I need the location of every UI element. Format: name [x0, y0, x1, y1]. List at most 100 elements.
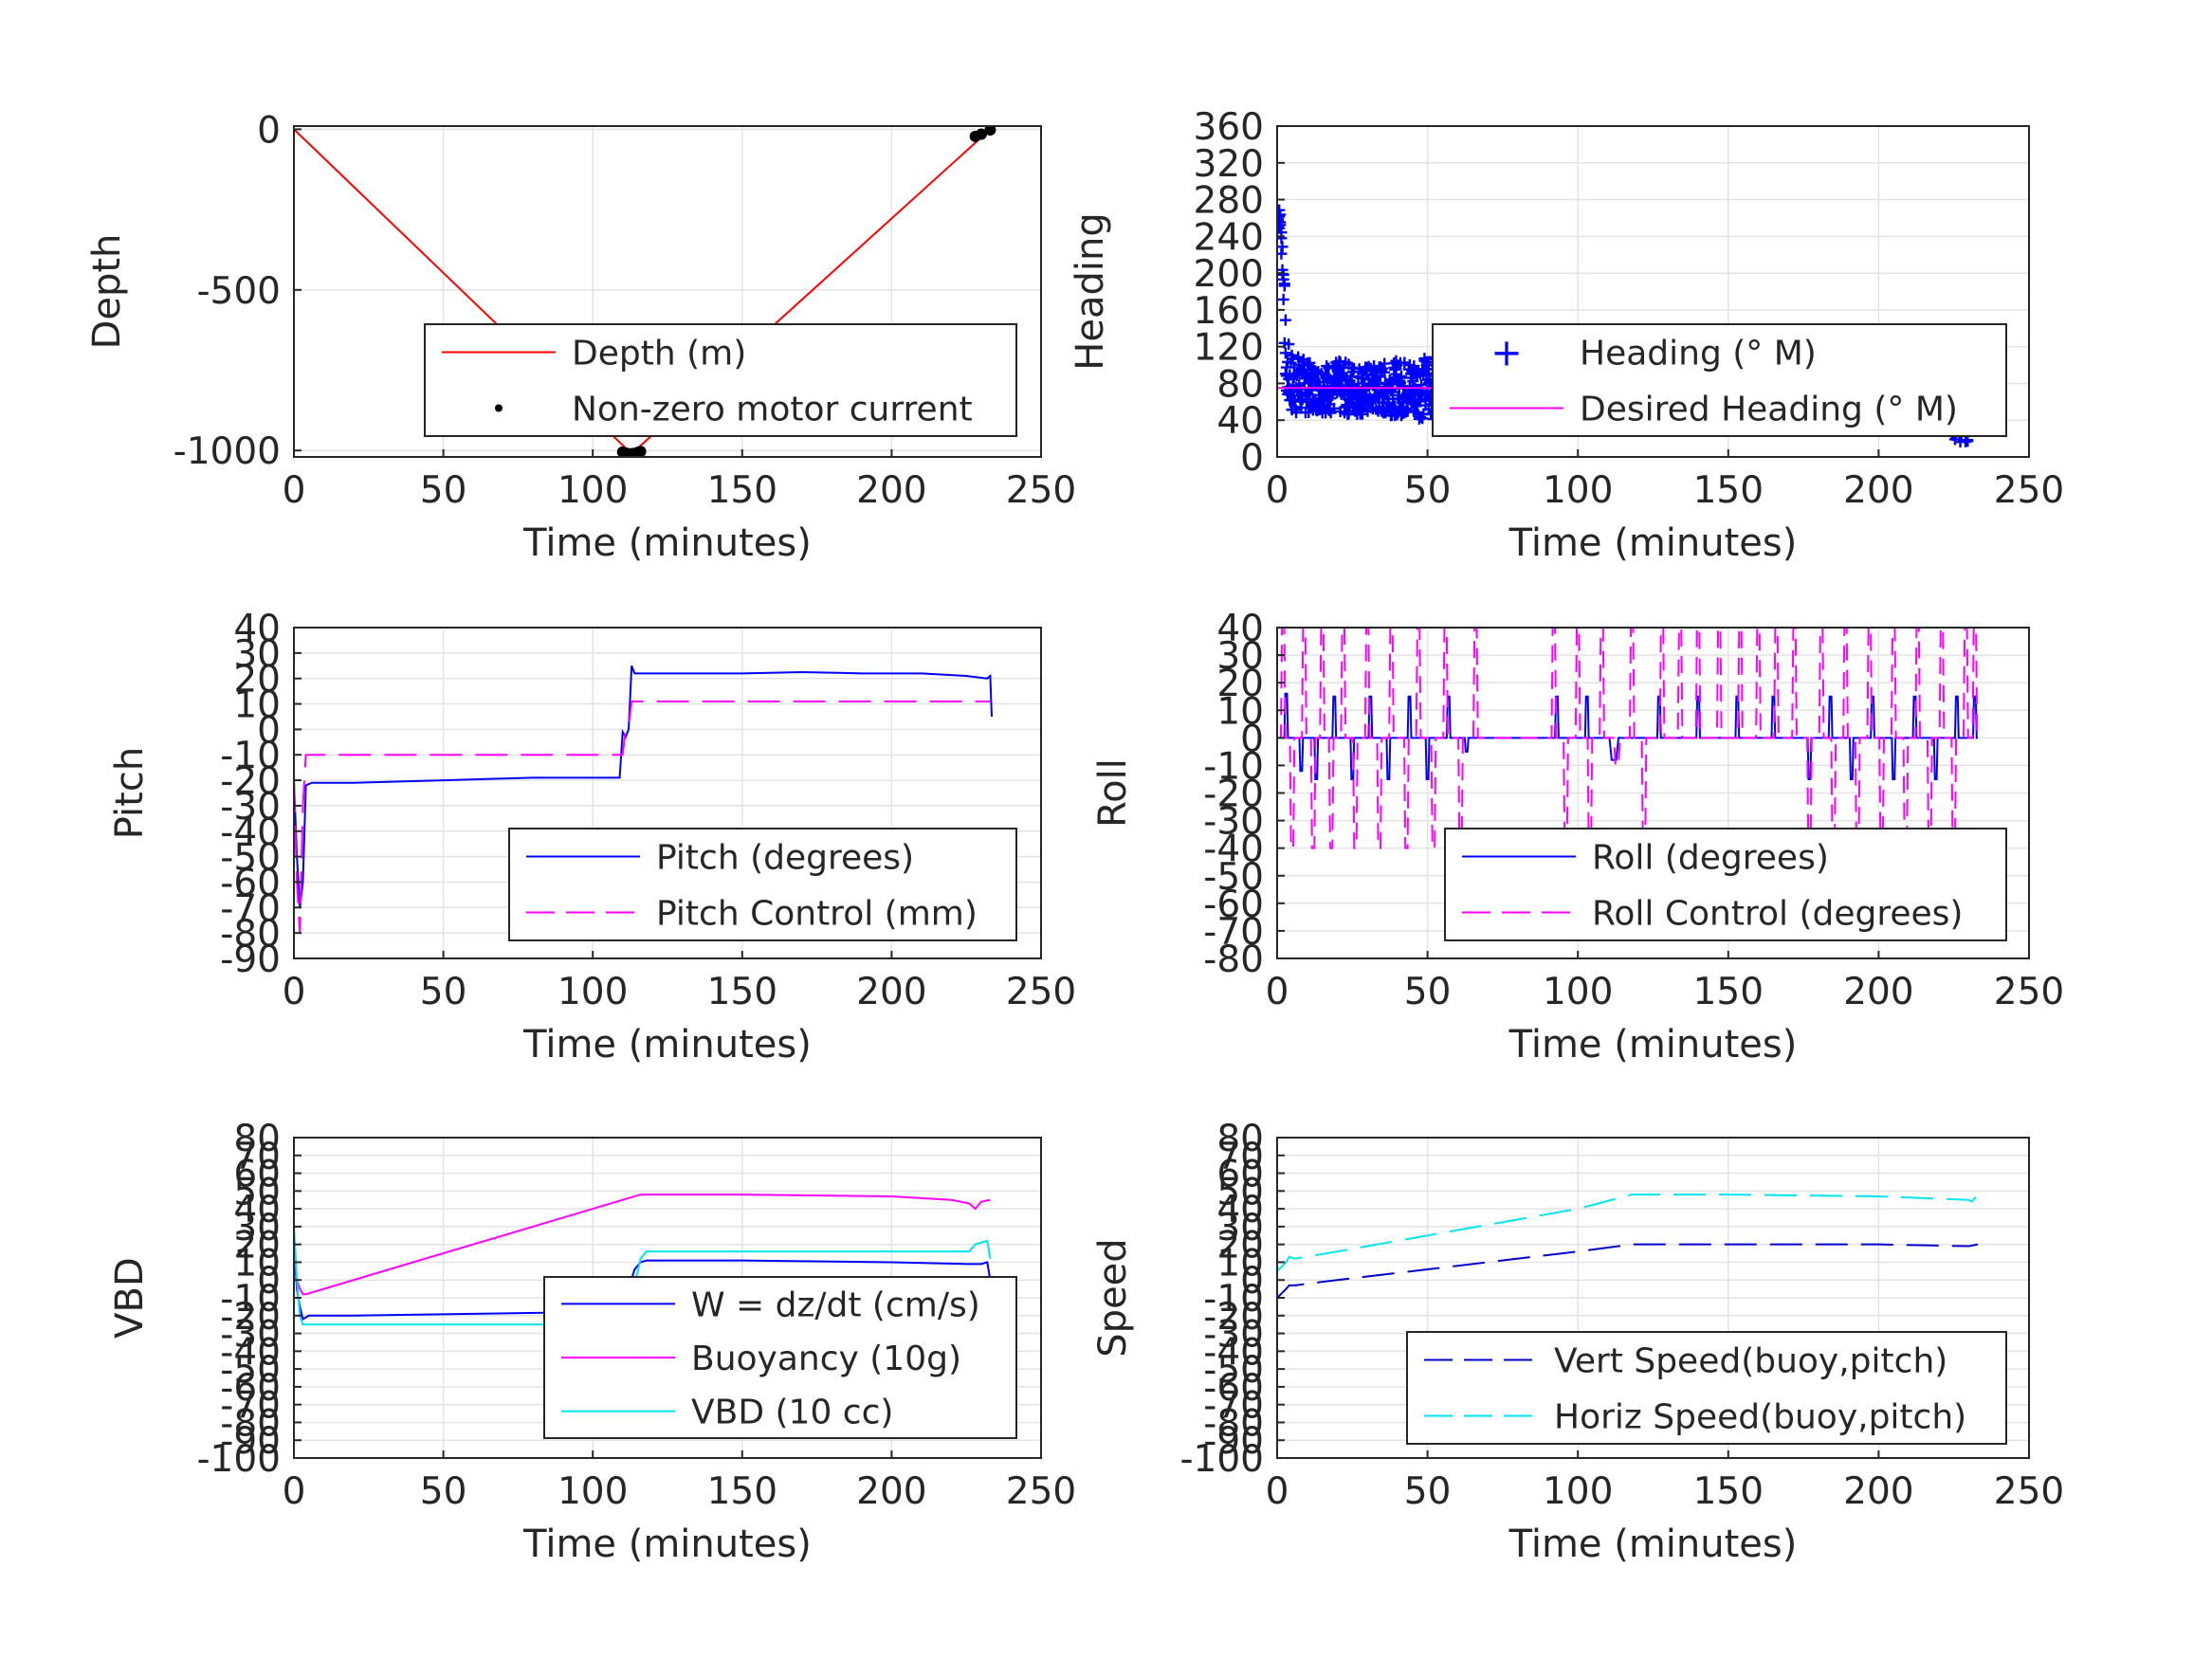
heading-xtick-label-5: 250	[1994, 469, 2064, 512]
depth-xtick-label-2: 100	[558, 469, 628, 512]
speed-legend-label-1: Horiz Speed(buoy,pitch)	[1554, 1398, 1966, 1437]
speed-axes: 0 50 100 150 200 250-100-90-80-70-60-50-40-30…	[1091, 1118, 2064, 1566]
speed-ytick-label-1: -90	[1203, 1420, 1264, 1463]
roll-xtick-label-5: 250	[1994, 971, 2064, 1013]
roll-ytick-label-2: -60	[1203, 884, 1264, 926]
vbd-ytick-label-17: 70	[233, 1136, 281, 1178]
roll-ytick-label-3: -50	[1203, 856, 1264, 899]
roll-xtick-label-3: 150	[1693, 971, 1764, 1013]
depth-legend-label-1: Non-zero motor current	[572, 391, 973, 429]
depth-xtick-label-1: 50	[420, 469, 467, 512]
pitch-ytick-label-13: 40	[233, 608, 281, 650]
pitch-ytick-label-10: 10	[233, 684, 281, 727]
heading-xtick-label-3: 150	[1693, 469, 1764, 512]
pitch-xtick-label-2: 100	[558, 971, 628, 1013]
heading-xlabel: Time (minutes)	[1508, 521, 1798, 565]
roll-ytick-label-10: 20	[1216, 663, 1264, 705]
heading-ytick-label-0: 0	[1240, 437, 1264, 480]
roll-xtick-label-1: 50	[1404, 971, 1452, 1013]
speed-xtick-label-3: 150	[1693, 1470, 1764, 1513]
vbd-ytick-label-15: 50	[233, 1171, 281, 1213]
roll-ytick-label-7: -10	[1203, 745, 1264, 788]
speed-ylabel: Speed	[1091, 1238, 1135, 1357]
speed-ytick-label-10: 0	[1240, 1260, 1264, 1303]
heading-xtick-label-1: 50	[1404, 469, 1452, 512]
heading-legend-label-1: Desired Heading (° M)	[1580, 391, 1958, 429]
depth-ytick-label-0: -1000	[174, 430, 281, 473]
depth-series-1-point-8	[975, 128, 987, 140]
vbd-xtick-label-5: 250	[1006, 1470, 1076, 1513]
speed-ytick-label-6: -40	[1203, 1331, 1264, 1374]
heading-axes-box	[1276, 125, 2030, 458]
vbd-ytick-label-18: 80	[233, 1118, 281, 1160]
roll-ytick-label-0: -80	[1203, 939, 1264, 981]
vbd-ytick-label-10: 0	[257, 1260, 281, 1303]
speed-ytick-label-13: 30	[1216, 1207, 1264, 1249]
roll-ytick-label-5: -30	[1203, 801, 1264, 844]
heading-legend-label-0: Heading (° M)	[1580, 335, 1817, 374]
roll-series-0	[1277, 692, 1979, 780]
roll-ytick-label-1: -70	[1203, 911, 1264, 954]
pitch-legend-label-0: Pitch (degrees)	[656, 839, 914, 878]
vbd-ylabel: VBD	[108, 1257, 152, 1339]
speed-ytick-label-11: 10	[1216, 1242, 1264, 1285]
speed-ytick-label-15: 50	[1216, 1171, 1264, 1213]
depth-xtick-label-4: 200	[856, 469, 926, 512]
depth-xtick-label-5: 250	[1006, 469, 1076, 512]
roll-legend-label-1: Roll Control (degrees)	[1592, 895, 1963, 934]
heading-xtick-label-4: 200	[1843, 469, 1913, 512]
pitch-xtick-label-3: 150	[707, 971, 777, 1013]
vbd-xtick-label-4: 200	[856, 1470, 926, 1513]
pitch-xtick-label-1: 50	[420, 971, 467, 1013]
speed-ytick-label-17: 70	[1216, 1136, 1264, 1178]
pitch-ytick-label-3: -60	[220, 862, 281, 904]
speed-ytick-label-0: -100	[1179, 1438, 1264, 1481]
depth-axes: 0 50 100 150 200 250 -1000 -500 0 Time (minutes) D…	[85, 109, 1076, 565]
pitch-xtick-label-0: 0	[283, 971, 306, 1013]
vbd-ytick-label-5: -50	[220, 1349, 281, 1392]
speed-ytick-label-5: -50	[1203, 1349, 1264, 1392]
heading-ytick-label-7: 280	[1194, 180, 1264, 223]
roll-ytick-label-6: -20	[1203, 774, 1264, 816]
roll-legend: Roll (degrees) Roll Control (degrees)	[1444, 828, 2007, 941]
vbd-ytick-label-14: 40	[233, 1189, 281, 1231]
speed-xtick-label-1: 50	[1404, 1470, 1452, 1513]
speed-ytick-label-7: -30	[1203, 1314, 1264, 1357]
speed-xtick-label-2: 100	[1543, 1470, 1613, 1513]
speed-ytick-label-9: -10	[1203, 1278, 1264, 1321]
vbd-series-1	[294, 1194, 991, 1296]
pitch-legend-box	[508, 828, 1017, 941]
heading-ytick-label-3: 120	[1194, 327, 1264, 370]
depth-series-1-point-9	[984, 126, 996, 137]
roll-legend-box	[1444, 828, 2007, 941]
depth-legend-box	[424, 323, 1017, 437]
pitch-ytick-label-11: 20	[233, 659, 281, 702]
pitch-legend: Pitch (degrees) Pitch Control (mm)	[508, 828, 1017, 941]
vbd-ytick-label-7: -30	[220, 1314, 281, 1357]
speed-data	[1277, 1194, 1979, 1299]
vbd-xtick-label-0: 0	[283, 1470, 306, 1513]
speed-ytick-label-8: -20	[1203, 1296, 1264, 1339]
vbd-legend-label-1: Buoyancy (10g)	[691, 1340, 961, 1378]
vbd-legend-label-0: W = dz/dt (cm/s)	[691, 1285, 980, 1324]
speed-legend-label-0: Vert Speed(buoy,pitch)	[1554, 1342, 1947, 1381]
vbd-legend-label-2: VBD (10 cc)	[691, 1394, 893, 1432]
roll-ytick-label-12: 40	[1216, 608, 1264, 650]
roll-axes: 0 50 100 150 200 250-80-70-60-50-40-30-20-100…	[1091, 608, 2064, 1066]
speed-ytick-label-2: -80	[1203, 1402, 1264, 1445]
vbd-ytick-label-13: 30	[233, 1207, 281, 1249]
vbd-xtick-label-1: 50	[420, 1470, 467, 1513]
pitch-ylabel: Pitch	[108, 747, 152, 839]
pitch-ytick-label-4: -50	[220, 837, 281, 880]
speed-legend-box	[1406, 1331, 2007, 1445]
depth-legend: Depth (m) Non-zero motor current	[424, 323, 1017, 437]
roll-ytick-label-9: 10	[1216, 690, 1264, 733]
depth-series-1-point-6	[634, 446, 647, 457]
vbd-ytick-label-12: 20	[233, 1225, 281, 1267]
depth-data	[294, 126, 996, 457]
depth-legend-marker-1	[495, 404, 503, 412]
pitch-legend-label-1: Pitch Control (mm)	[656, 895, 978, 934]
heading-ytick-label-1: 40	[1216, 400, 1264, 443]
vbd-ytick-label-9: -10	[220, 1278, 281, 1321]
speed-ytick-label-12: 20	[1216, 1225, 1264, 1267]
